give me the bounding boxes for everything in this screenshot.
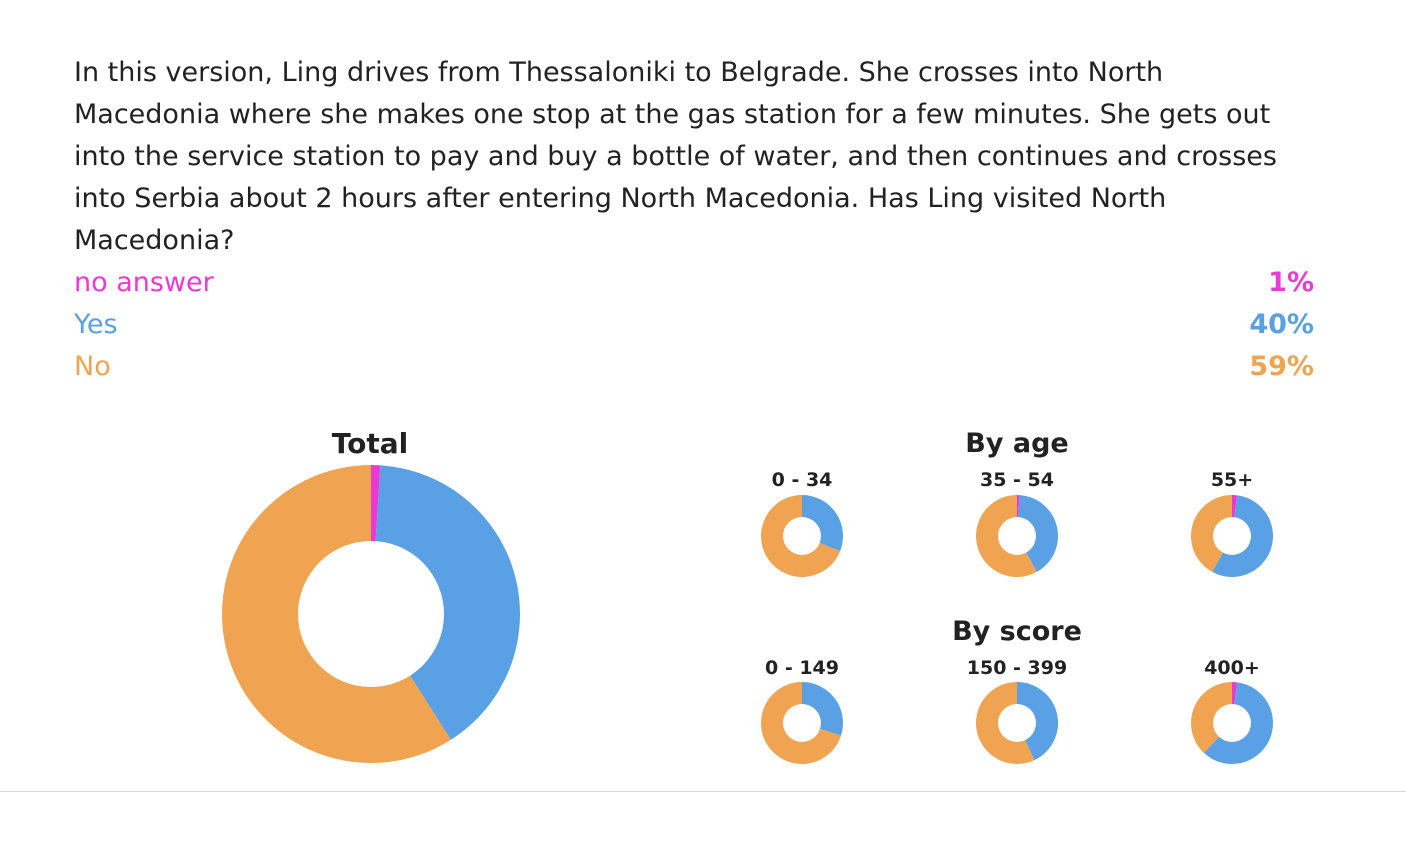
donut-hole — [783, 517, 821, 555]
donut-slice-no — [1191, 495, 1232, 572]
by-score-title: By score — [952, 616, 1082, 647]
score-0-149-label: 0 - 149 — [765, 657, 839, 679]
answer-label: no answer — [74, 267, 214, 298]
by-age-title: By age — [965, 428, 1069, 459]
age-55-plus-label: 55+ — [1210, 469, 1254, 491]
answer-percent: 59% — [1249, 351, 1314, 382]
total-chart-title: Total — [331, 427, 409, 460]
answer-row-no: No 59% — [74, 346, 1314, 388]
donut-slice-yes — [1017, 495, 1058, 572]
score-150-399-label: 150 - 399 — [966, 657, 1068, 679]
total-donut-chart — [221, 464, 520, 764]
donut-slice-no — [1190, 682, 1232, 753]
score-150-399-donut-chart — [975, 682, 1058, 764]
age-35-54-donut-chart — [976, 495, 1058, 577]
donut-hole — [298, 541, 444, 687]
score-0-149-donut-chart — [761, 682, 844, 764]
answer-label: No — [74, 351, 111, 382]
donut-hole — [1213, 517, 1251, 555]
donut-hole — [1213, 704, 1251, 742]
question-text: In this version, Ling drives from Thessa… — [74, 57, 1277, 256]
answer-row-no-answer: no answer 1% — [74, 262, 1314, 304]
age-0-34-donut-chart — [761, 495, 843, 577]
answer-legend: no answer 1% Yes 40% No 59% — [74, 262, 1314, 388]
donut-hole — [783, 704, 821, 742]
donut-slice-yes — [1017, 682, 1058, 761]
bottom-divider — [0, 791, 1406, 792]
score-400-plus-label: 400+ — [1204, 657, 1260, 679]
donut-hole — [998, 704, 1036, 742]
age-55-plus-donut-chart — [1191, 495, 1273, 577]
donut-hole — [998, 517, 1036, 555]
answer-label: Yes — [74, 309, 118, 340]
answer-row-yes: Yes 40% — [74, 304, 1314, 346]
score-400-plus-donut-chart — [1190, 682, 1273, 764]
age-0-34-label: 0 - 34 — [771, 469, 833, 491]
age-35-54-label: 35 - 54 — [980, 469, 1054, 491]
answer-percent: 40% — [1249, 309, 1314, 340]
answer-percent: 1% — [1268, 267, 1314, 298]
